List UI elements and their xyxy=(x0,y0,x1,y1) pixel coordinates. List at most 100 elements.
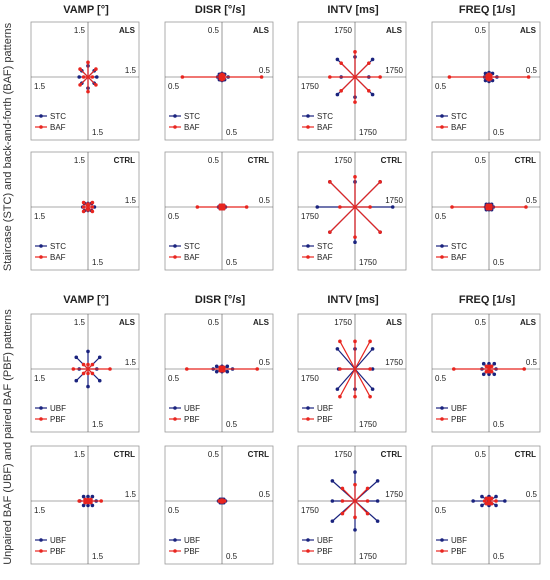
data-point-baf xyxy=(367,89,371,93)
data-point-baf xyxy=(353,100,357,104)
data-point-pbf xyxy=(338,394,342,399)
data-point-pbf xyxy=(368,339,372,344)
condition-label: ALS xyxy=(520,26,537,35)
data-point-baf xyxy=(328,75,332,79)
legend-swatch-marker-ubf xyxy=(39,538,43,542)
column-header-freq: FREQ [1/s] xyxy=(458,4,516,16)
tick-label-top: 1750 xyxy=(334,26,352,35)
data-point-baf xyxy=(94,83,98,87)
tick-label-bottom: 1.5 xyxy=(92,420,104,429)
legend-swatch-marker-baf xyxy=(173,255,177,259)
data-point-pbf xyxy=(219,498,223,502)
data-point-stc xyxy=(315,205,320,209)
legend-swatch-marker-pbf xyxy=(440,417,444,421)
legend-swatch-marker-ubf xyxy=(173,406,177,410)
legend-label-baf: BAF xyxy=(184,123,200,132)
data-point-pbf xyxy=(353,482,357,487)
data-point-ubf xyxy=(225,364,230,369)
data-point-ubf xyxy=(81,494,86,499)
data-point-baf xyxy=(81,200,86,205)
legend-label-stc: STC xyxy=(451,242,467,251)
tick-label-left: 0.5 xyxy=(168,212,180,221)
data-point-baf xyxy=(221,203,226,208)
tick-label-left: 0.5 xyxy=(435,82,447,91)
data-point-baf xyxy=(485,76,490,81)
data-point-pbf xyxy=(218,368,223,373)
tick-label-bottom: 1750 xyxy=(359,552,377,561)
tick-label-top: 0.5 xyxy=(475,318,487,327)
legend-label-ubf: UBF xyxy=(317,536,333,545)
condition-label: ALS xyxy=(253,318,270,327)
legend-label-stc: STC xyxy=(451,112,467,121)
legend-swatch-marker-pbf xyxy=(440,549,444,553)
tick-label-top: 1750 xyxy=(334,156,352,165)
legend-label-baf: BAF xyxy=(317,123,333,132)
legend-swatch-marker-ubf xyxy=(173,538,177,542)
data-point-pbf xyxy=(340,499,345,503)
column-header-freq: FREQ [1/s] xyxy=(458,294,516,306)
legend-swatch-marker-stc xyxy=(306,244,310,248)
legend-label-stc: STC xyxy=(184,242,200,251)
legend-label-pbf: PBF xyxy=(317,415,333,424)
data-point-baf xyxy=(338,205,342,209)
series-spoke-pbf xyxy=(342,488,356,502)
legend-swatch-marker-pbf xyxy=(39,417,43,421)
data-point-stc xyxy=(370,57,375,62)
tick-label-right: 0.5 xyxy=(526,196,538,205)
data-point-pbf xyxy=(489,501,494,506)
data-point-ubf xyxy=(487,361,491,366)
data-point-pbf xyxy=(338,367,342,371)
condition-label: ALS xyxy=(119,318,136,327)
tick-label-right: 1.5 xyxy=(125,196,137,205)
legend-label-pbf: PBF xyxy=(50,415,66,424)
data-point-stc xyxy=(353,240,357,244)
tick-label-left: 0.5 xyxy=(168,82,180,91)
data-point-ubf xyxy=(494,494,498,499)
tick-label-right: 0.5 xyxy=(526,358,538,367)
tick-label-top: 0.5 xyxy=(208,156,220,165)
tick-label-left: 1.5 xyxy=(34,82,46,91)
condition-label: CTRL xyxy=(114,450,135,459)
data-point-pbf xyxy=(489,496,494,501)
tick-label-right: 0.5 xyxy=(259,490,271,499)
data-point-pbf xyxy=(494,499,498,503)
data-point-pbf xyxy=(484,369,489,374)
legend-swatch-marker-pbf xyxy=(306,549,310,553)
tick-label-bottom: 0.5 xyxy=(226,552,238,561)
legend-label-baf: BAF xyxy=(451,123,467,132)
data-point-baf xyxy=(259,75,264,79)
legend-label-pbf: PBF xyxy=(317,547,333,556)
data-point-baf xyxy=(78,83,82,87)
data-point-stc xyxy=(390,205,395,209)
data-point-baf xyxy=(378,230,382,234)
legend-swatch-marker-pbf xyxy=(173,549,177,553)
tick-label-bottom: 1.5 xyxy=(92,128,104,137)
tick-label-left: 1.5 xyxy=(34,374,46,383)
data-point-ubf xyxy=(353,470,357,474)
tick-label-top: 1750 xyxy=(334,450,352,459)
data-point-pbf xyxy=(340,511,345,516)
series-spoke-baf xyxy=(354,206,381,233)
data-point-ubf xyxy=(330,479,335,483)
legend-label-stc: STC xyxy=(50,112,66,121)
data-point-baf xyxy=(86,208,90,212)
tick-label-bottom: 0.5 xyxy=(226,258,238,267)
series-spoke-baf xyxy=(329,181,356,208)
data-point-baf xyxy=(90,205,95,209)
data-point-stc xyxy=(95,75,99,79)
data-point-ubf xyxy=(225,369,230,374)
legend-swatch-marker-baf xyxy=(39,125,43,129)
data-point-pbf xyxy=(221,365,226,370)
condition-label: CTRL xyxy=(515,156,536,165)
data-point-stc xyxy=(77,75,81,79)
data-point-baf xyxy=(447,75,452,79)
data-point-pbf xyxy=(77,499,81,503)
condition-label: ALS xyxy=(119,26,136,35)
tick-label-bottom: 1750 xyxy=(359,420,377,429)
data-point-ubf xyxy=(487,372,491,377)
data-point-ubf xyxy=(480,494,484,499)
tick-label-top: 1.5 xyxy=(74,156,86,165)
data-point-ubf xyxy=(97,355,102,360)
data-point-baf xyxy=(218,76,223,81)
tick-label-left: 1750 xyxy=(301,212,319,221)
